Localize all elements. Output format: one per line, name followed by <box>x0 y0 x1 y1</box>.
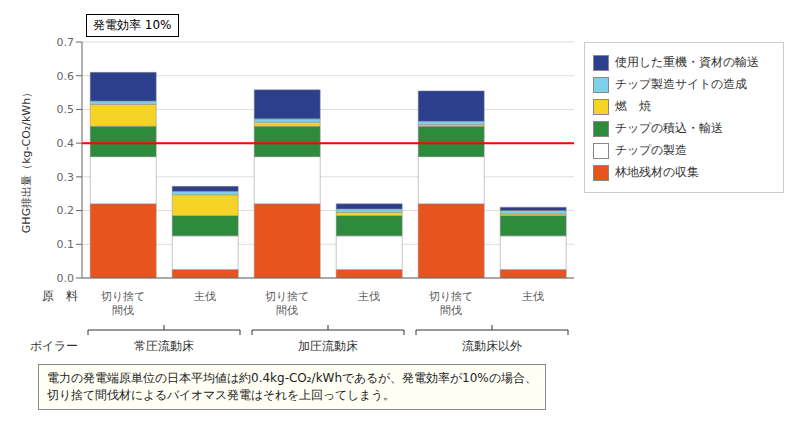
html-text:発電効率 10%: 発電効率 10% <box>93 18 172 32</box>
svg-text:切り捨て: 切り捨て <box>101 290 145 303</box>
svg-text:ボイラー: ボイラー <box>30 339 78 353</box>
html-text:林地残材の収集: 林地残材の収集 <box>615 165 699 179</box>
html-text:電力の発電端原単位の日本平均値は約0.4kg-CO₂/kWh: 電力の発電端原単位の日本平均値は約0.4kg-CO₂/kWhであるが、発電効率が… <box>47 371 537 385</box>
svg-text:0.1: 0.1 <box>57 238 75 251</box>
svg-text:GHG排出量（kg-CO₂/kWh）: GHG排出量（kg-CO₂/kWh） <box>20 87 33 233</box>
svg-text:主伐: 主伐 <box>194 290 216 303</box>
html-text:チップの製造: チップの製造 <box>615 143 687 157</box>
html-text:燃 焼: 燃 焼 <box>615 99 651 113</box>
svg-text:原 料: 原 料 <box>42 289 78 303</box>
svg-text:間伐: 間伐 <box>440 304 462 317</box>
svg-text:加圧流動床: 加圧流動床 <box>298 339 358 353</box>
svg-text:常圧流動床: 常圧流動床 <box>134 339 194 353</box>
svg-text:間伐: 間伐 <box>112 304 134 317</box>
svg-text:0.4: 0.4 <box>57 137 75 150</box>
svg-text:0.0: 0.0 <box>57 272 75 285</box>
svg-text:0.6: 0.6 <box>57 70 75 83</box>
svg-text:0.2: 0.2 <box>57 204 75 217</box>
html-text:チップの積込・輸送: チップの積込・輸送 <box>615 121 723 135</box>
html-text:切り捨て間伐材によるバイオマス発電はそれを上回ってしまう。: 切り捨て間伐材によるバイオマス発電はそれを上回ってしまう。 <box>47 388 395 402</box>
svg-text:主伐: 主伐 <box>522 290 544 303</box>
svg-text:切り捨て: 切り捨て <box>265 290 309 303</box>
svg-text:0.7: 0.7 <box>57 36 75 49</box>
svg-text:切り捨て: 切り捨て <box>429 290 473 303</box>
html-text:チップ製造サイトの造成: チップ製造サイトの造成 <box>615 77 747 91</box>
svg-text:0.3: 0.3 <box>57 171 75 184</box>
svg-text:0.5: 0.5 <box>57 103 75 116</box>
svg-text:間伐: 間伐 <box>276 304 298 317</box>
svg-text:流動床以外: 流動床以外 <box>462 339 522 353</box>
html-text:使用した重機・資材の輸送: 使用した重機・資材の輸送 <box>615 55 759 69</box>
svg-text:主伐: 主伐 <box>358 290 380 303</box>
